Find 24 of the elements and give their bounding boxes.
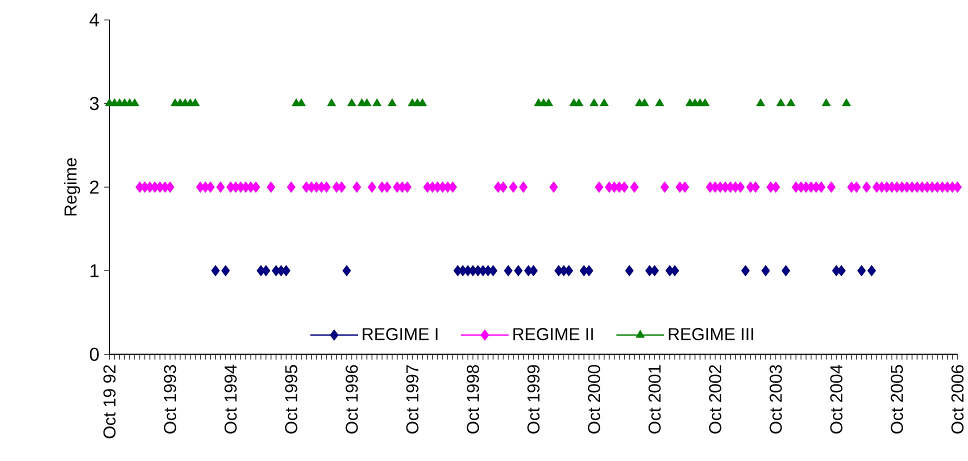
x-tick-label: Oct 1994 — [224, 364, 237, 434]
x-tick-label: Oct 1995 — [285, 365, 298, 434]
x-tick-label: Oct 1993 — [164, 365, 176, 434]
x-tick-label: Oct 2002 — [709, 365, 722, 434]
y-tick-label: 2 — [90, 180, 99, 194]
legend-label: REGIME II — [513, 328, 593, 340]
x-tick-label: Oct 1998 — [466, 365, 480, 434]
y-tick-label: 3 — [90, 97, 99, 110]
x-tick-label: Oct 2001 — [648, 365, 661, 434]
x-tick-label: Oct 2004 — [830, 364, 842, 434]
y-tick-label: 4 — [90, 14, 99, 26]
legend-label: REGIME III — [668, 328, 754, 340]
legend-label: REGIME I — [362, 328, 438, 340]
x-tick-label: Oct 2005 — [890, 365, 904, 434]
y-axis-title: Regime — [64, 158, 80, 216]
x-tick-label: Oct 1999 — [527, 365, 540, 434]
y-tick-label: 0 — [90, 348, 99, 361]
x-tick-label: Oct 2003 — [770, 365, 782, 434]
y-tick-label: 1 — [90, 264, 99, 278]
x-tick-label: Oct 1996 — [346, 365, 358, 434]
x-tick-label: Oct 1997 — [406, 365, 418, 434]
x-tick-label: Oct 19 92 — [103, 365, 116, 438]
x-tick-label: Oct 2006 — [951, 365, 964, 434]
x-tick-label: Oct 2000 — [588, 365, 600, 434]
